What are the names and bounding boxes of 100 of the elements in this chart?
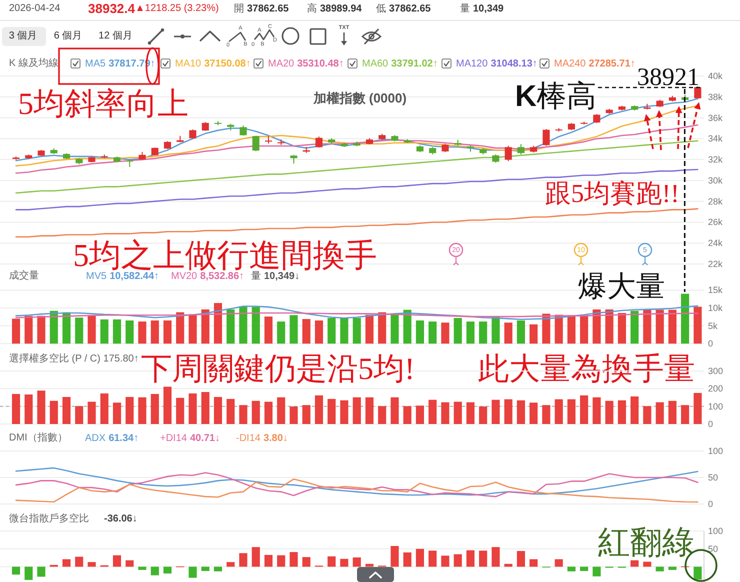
- chart-subtitle: -36.06↓: [104, 514, 138, 524]
- annotation: 紅翻綠: [598, 524, 694, 560]
- bar: [138, 566, 146, 570]
- annotation: 爆大量: [578, 271, 665, 303]
- text: MA240 27285.71↑: [554, 58, 636, 69]
- candlestick: [189, 128, 196, 140]
- bar: [264, 554, 273, 567]
- bar: [479, 406, 488, 424]
- bar: [112, 319, 122, 344]
- bar: [112, 402, 122, 424]
- bar: [378, 312, 386, 344]
- y-tick-label: 100: [708, 446, 724, 456]
- line-series: [15, 478, 698, 503]
- bar: [441, 402, 450, 424]
- bar: [554, 559, 563, 567]
- bar: [163, 566, 172, 574]
- bar: [50, 400, 58, 424]
- bar: [340, 400, 348, 424]
- bar: [479, 550, 488, 567]
- bar: [37, 390, 46, 424]
- bar: [150, 320, 159, 344]
- bar: [694, 392, 702, 424]
- bar: [605, 400, 614, 424]
- bar: [668, 566, 676, 570]
- y-tick-label: 32k: [708, 154, 724, 165]
- text: 高 38989.94: [307, 2, 362, 14]
- bar: [138, 397, 146, 424]
- bar: [264, 402, 273, 424]
- bar: [403, 310, 412, 344]
- bar: [226, 562, 235, 567]
- bar: [62, 559, 71, 567]
- y-tick-label: 300: [708, 366, 724, 376]
- annotation: 下周關鍵仍是沿5均!: [141, 351, 415, 386]
- bar: [201, 309, 210, 344]
- y-tick-label: 24k: [708, 238, 724, 248]
- bar: [580, 566, 588, 571]
- bar: [656, 310, 664, 344]
- chart-title: 選擇權多空比 (P / C) 175.80↑: [9, 352, 139, 364]
- bar: [188, 393, 197, 424]
- text: 6 個月: [54, 30, 82, 42]
- text: MA20 35310.48↑: [268, 58, 344, 69]
- legend-title: DMI（指數）: [9, 432, 68, 444]
- bar: [365, 397, 374, 424]
- bar: [530, 324, 538, 344]
- text: 2026-04-24: [9, 3, 61, 14]
- bar: [618, 400, 626, 424]
- y-tick-label: 0: [708, 499, 714, 509]
- bar: [252, 306, 260, 344]
- text: 低 37862.65: [376, 3, 432, 14]
- bar: [466, 322, 474, 344]
- bar: [390, 546, 399, 567]
- bar: [37, 566, 46, 577]
- y-tick-label: 50: [708, 472, 718, 482]
- bar: [416, 320, 424, 344]
- bar: [340, 318, 348, 344]
- candlestick: [315, 136, 323, 148]
- legend-title: K 線及均線: [9, 57, 58, 69]
- bar: [428, 400, 437, 424]
- bar: [504, 322, 512, 344]
- bar: [492, 547, 500, 567]
- y-tick-label: 34k: [708, 134, 724, 144]
- text: -DI14 3.80↓: [236, 432, 288, 444]
- text: 12 個月: [98, 30, 132, 42]
- bar: [214, 396, 222, 424]
- bar: [516, 400, 525, 424]
- candlestick: [252, 135, 260, 152]
- bar: [492, 316, 500, 344]
- bar: [24, 566, 33, 580]
- bar: [328, 318, 336, 344]
- bar: [542, 405, 550, 424]
- bar: [163, 320, 172, 344]
- bar: [201, 392, 210, 424]
- bar: [403, 406, 412, 424]
- candlestick: [694, 86, 702, 99]
- bar: [264, 316, 273, 344]
- bar: [681, 405, 690, 424]
- text: 量 10,349: [460, 3, 504, 14]
- bar: [214, 303, 222, 344]
- y-tick-label: 40k: [708, 71, 724, 81]
- bar: [188, 566, 197, 578]
- bar: [328, 398, 336, 424]
- y-tick-label: 30k: [708, 175, 724, 186]
- bar: [466, 550, 474, 567]
- bar: [239, 553, 248, 567]
- bar: [62, 396, 71, 424]
- bar: [403, 552, 412, 567]
- text: 加權指數 (0000): [312, 90, 407, 106]
- annotation: 5均斜率向上: [18, 86, 188, 121]
- bar: [516, 320, 525, 344]
- bar: [352, 318, 361, 344]
- line-series: [15, 124, 698, 174]
- candlestick: [517, 144, 524, 155]
- bar: [378, 406, 386, 424]
- bar: [126, 320, 134, 344]
- text: MA10 37150.08↑: [175, 58, 251, 69]
- text: ADX 61.34↑: [85, 432, 139, 444]
- bar: [454, 402, 462, 424]
- legend-title: 成交量: [9, 270, 39, 282]
- bar: [466, 402, 474, 424]
- bar: [138, 322, 146, 344]
